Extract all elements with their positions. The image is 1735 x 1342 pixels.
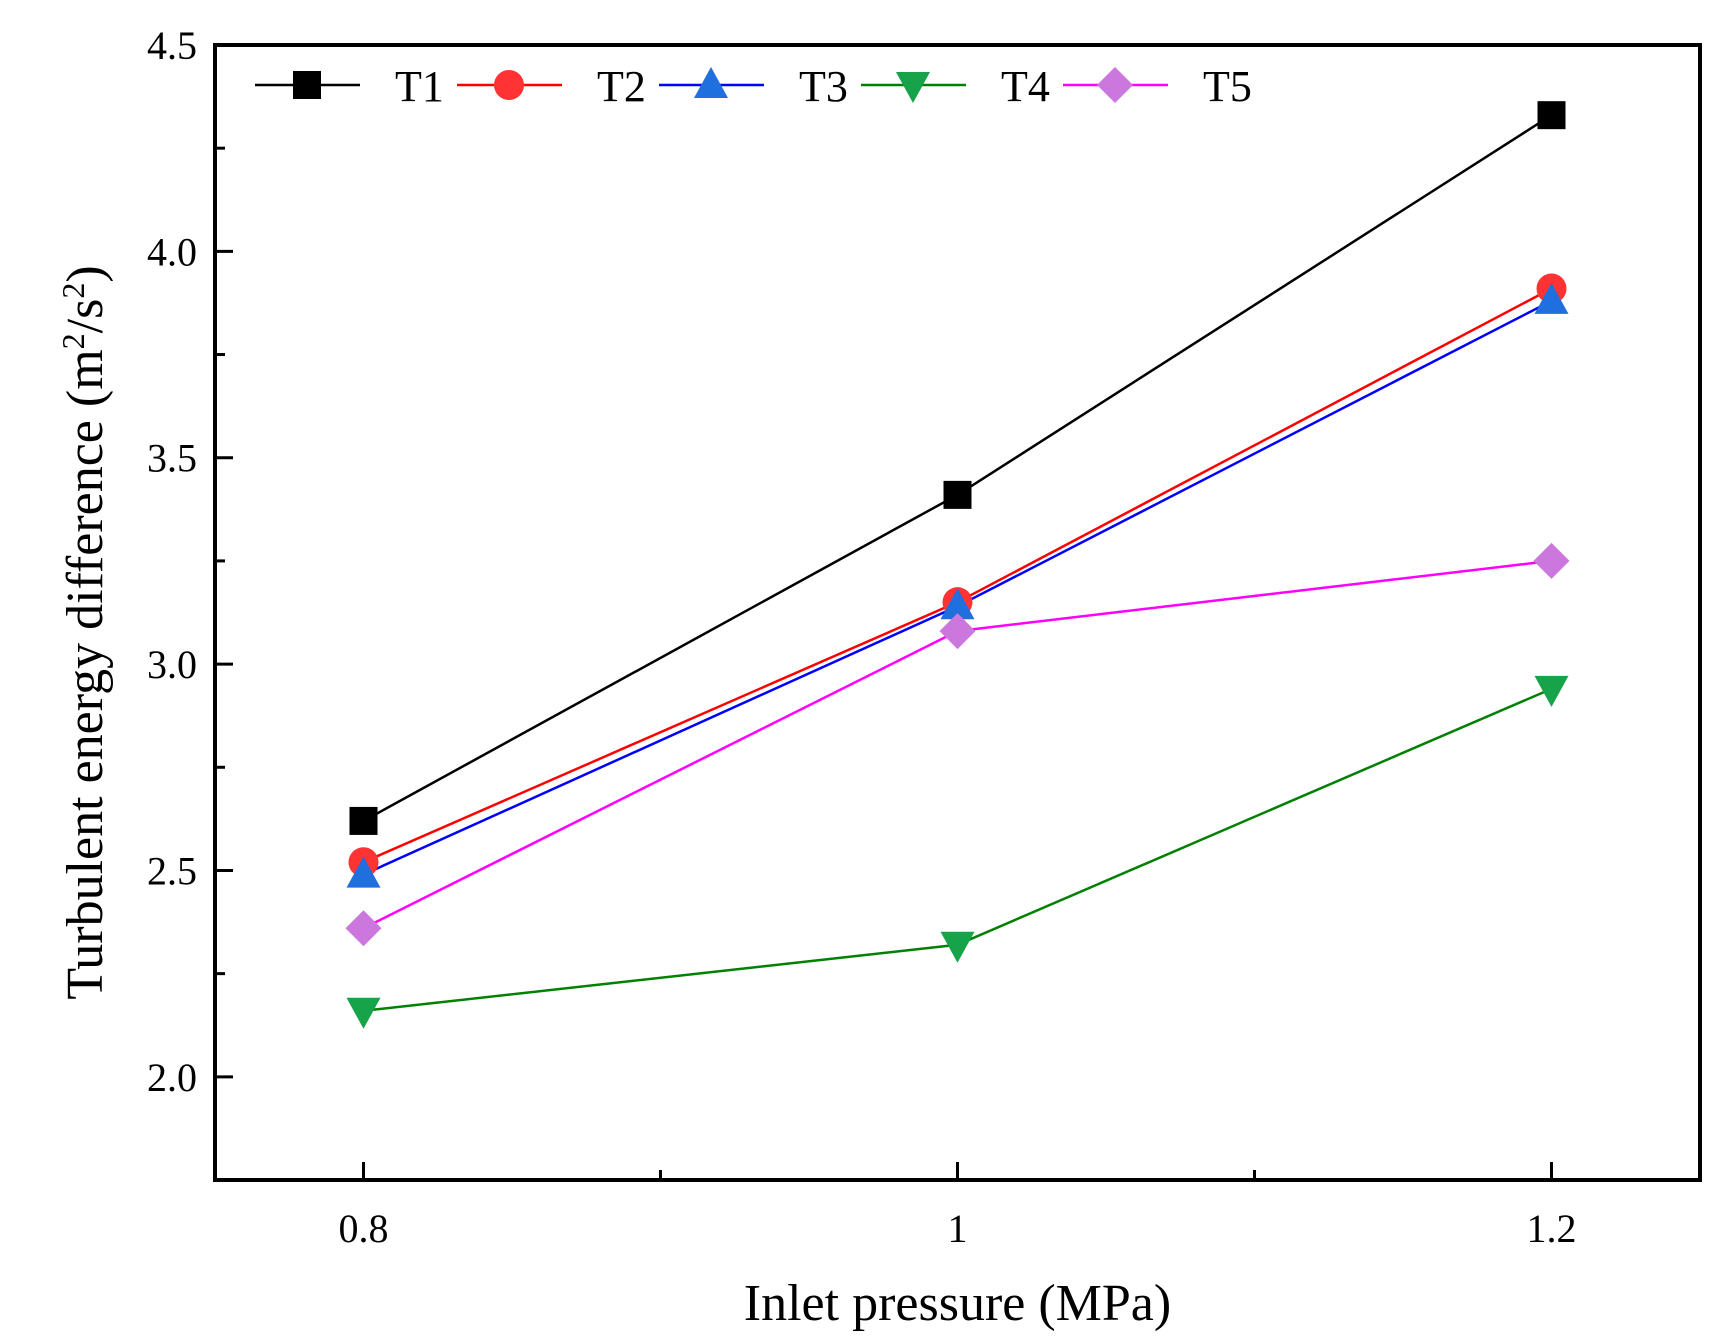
x-axis: 0.8 1 1.2: [339, 1162, 1577, 1251]
y-axis-title: Turbulent energy difference (m2/s2): [55, 265, 114, 999]
y-tick-label: 3.5: [147, 436, 197, 481]
data-point-t1: [1537, 101, 1566, 130]
series-line-t1: [362, 114, 1553, 823]
legend-label-t2: T2: [597, 62, 646, 111]
series-line-t2: [362, 287, 1553, 864]
data-point-t4: [346, 997, 381, 1029]
data-point-t4: [1534, 675, 1569, 707]
x-tick-label: 1.2: [1527, 1206, 1577, 1251]
data-point-t1: [943, 480, 972, 509]
x-tick-label: 0.8: [339, 1206, 389, 1251]
legend-marker-t2: [494, 70, 524, 100]
x-axis-title: Inlet pressure (MPa): [744, 1275, 1171, 1332]
y-axis-title-prefix: Turbulent energy difference (m: [57, 349, 114, 999]
y-tick-label: 3.0: [147, 642, 197, 687]
legend-label-t1: T1: [395, 62, 444, 111]
legend-marker-t1: [293, 71, 321, 99]
data-point-t3: [346, 856, 381, 888]
y-tick-label: 2.5: [147, 848, 197, 893]
data-point-t3: [1534, 282, 1569, 314]
plot-markers: [345, 101, 1570, 1029]
y-axis-title-sup-1: 2: [55, 333, 91, 349]
y-axis: 2.0 2.5 3.0 3.5 4.0 4.5: [147, 23, 233, 1182]
legend-marker-t4: [896, 72, 930, 103]
plot-lines: [362, 114, 1553, 1013]
data-point-t5: [939, 613, 976, 650]
data-point-t5: [1533, 542, 1570, 579]
y-tick-label: 2.0: [147, 1055, 197, 1100]
x-tick-label: 1: [948, 1206, 968, 1251]
data-point-t5: [345, 910, 382, 947]
y-axis-title-suffix: ): [57, 265, 114, 282]
y-tick-label: 4.5: [147, 23, 197, 68]
y-tick-label: 4.0: [147, 229, 197, 274]
y-axis-title-mid: /s: [57, 299, 114, 334]
legend: T1 T2 T3 T4 T5: [255, 62, 1252, 111]
legend-label-t5: T5: [1203, 62, 1252, 111]
data-point-t1: [349, 806, 378, 835]
legend-label-t4: T4: [1001, 62, 1050, 111]
data-point-t3: [940, 588, 975, 620]
data-point-t4: [940, 931, 975, 963]
legend-label-t3: T3: [799, 62, 848, 111]
legend-marker-t5: [1097, 67, 1133, 103]
y-axis-title-sup-2: 2: [55, 283, 91, 299]
legend-marker-t3: [694, 67, 728, 98]
